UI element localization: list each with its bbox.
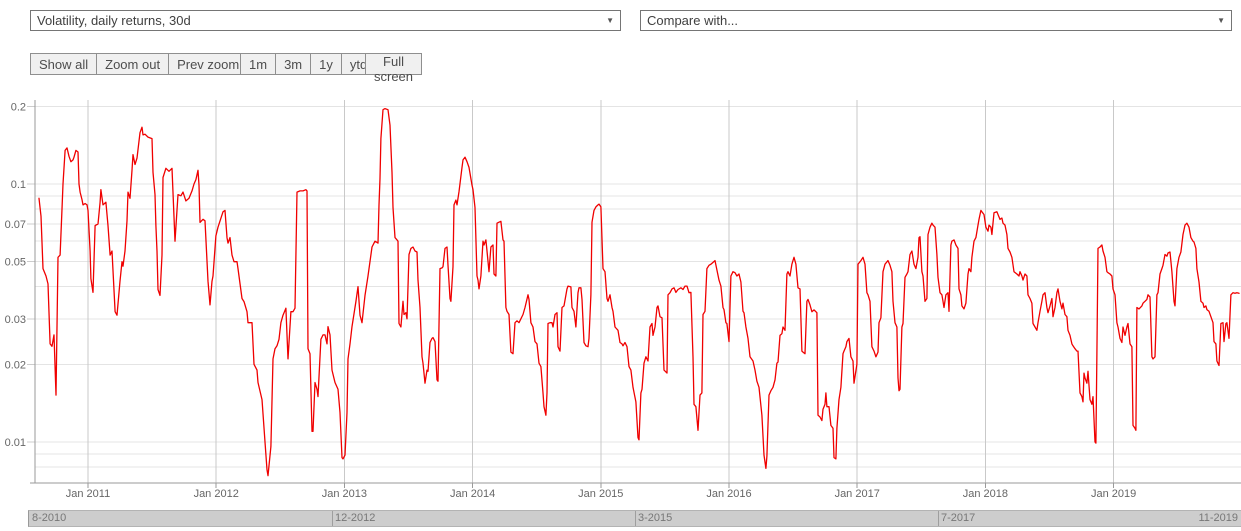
fullscreen-button-group: Full screen xyxy=(365,53,423,84)
x-axis-label: Jan 2011 xyxy=(66,488,110,500)
y-axis-label: 0.2 xyxy=(11,101,26,113)
x-axis-label: Jan 2018 xyxy=(963,488,1008,500)
x-axis-label: Jan 2015 xyxy=(578,488,623,500)
x-axis-label: Jan 2013 xyxy=(322,488,367,500)
metric-select-value: Volatility, daily returns, 30d xyxy=(37,13,191,28)
y-axis-label: 0.02 xyxy=(5,359,26,371)
x-axis-label: Jan 2012 xyxy=(194,488,239,500)
button-3m[interactable]: 3m xyxy=(275,53,312,75)
compare-select-value: Compare with... xyxy=(647,13,739,28)
button-prev-zoom[interactable]: Prev zoom xyxy=(168,53,249,75)
scrollbar-label: 3-2015 xyxy=(638,512,673,524)
button-1y[interactable]: 1y xyxy=(310,53,342,75)
button-1m[interactable]: 1m xyxy=(240,53,277,75)
volatility-series-line xyxy=(38,107,1240,477)
button-full-screen[interactable]: Full screen xyxy=(365,53,423,84)
chevron-down-icon: ▼ xyxy=(606,16,614,25)
scrollbar-label: 8-2010 xyxy=(32,512,67,524)
scrollbar-divider[interactable] xyxy=(635,511,636,526)
y-axis-label: 0.03 xyxy=(5,314,26,326)
metric-select[interactable]: Volatility, daily returns, 30d ▼ xyxy=(30,10,621,31)
x-axis-label: Jan 2017 xyxy=(835,488,880,500)
x-axis-label: Jan 2019 xyxy=(1091,488,1136,500)
scrollbar-label: 7-2017 xyxy=(941,512,976,524)
chart-toolbar: Show all Zoom out Prev zoom 1m 3m 1y ytd Full… xyxy=(30,53,423,84)
button-zoom-out[interactable]: Zoom out xyxy=(96,53,170,75)
zoom-button-group: Show all Zoom out Prev zoom xyxy=(30,53,249,75)
y-axis-label: 0.05 xyxy=(5,257,26,269)
y-axis-label: 0.01 xyxy=(5,437,26,449)
compare-select[interactable]: Compare with... ▼ xyxy=(640,10,1232,31)
y-axis-label: 0.07 xyxy=(5,219,26,231)
scrollbar-label: 11-2019 xyxy=(1198,512,1238,524)
y-axis-label: 0.1 xyxy=(11,179,26,191)
chevron-down-icon: ▼ xyxy=(1217,16,1225,25)
scrollbar-divider[interactable] xyxy=(332,511,333,526)
range-button-group: 1m 3m 1y ytd xyxy=(240,53,377,75)
x-axis-label: Jan 2016 xyxy=(706,488,751,500)
x-axis-label: Jan 2014 xyxy=(450,488,495,500)
scrollbar-divider[interactable] xyxy=(938,511,939,526)
button-show-all[interactable]: Show all xyxy=(30,53,98,75)
scrollbar-label: 12-2012 xyxy=(335,512,376,524)
time-scrollbar[interactable]: 8-2010 12-2012 3-2015 7-2017 11-2019 xyxy=(28,510,1241,527)
